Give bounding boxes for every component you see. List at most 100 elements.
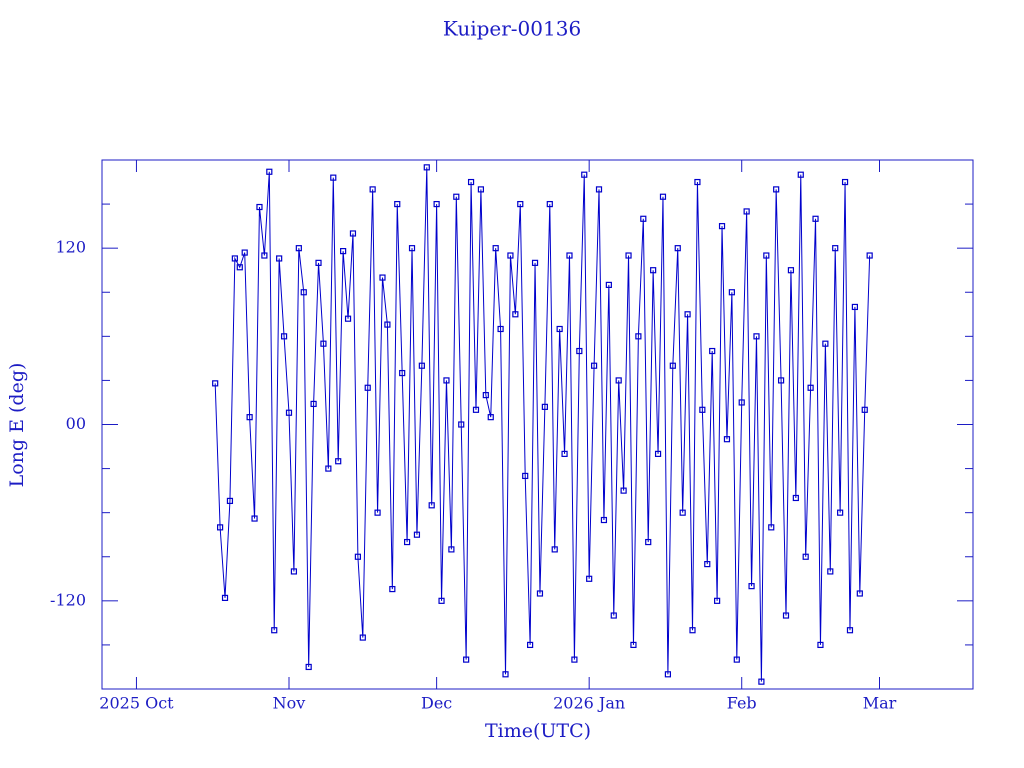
data-point <box>217 524 224 531</box>
data-point <box>448 546 455 553</box>
data-point <box>389 585 396 593</box>
plot-area <box>212 164 873 685</box>
data-point <box>394 200 401 208</box>
data-point <box>773 186 780 193</box>
data-point <box>802 553 809 560</box>
data-point <box>640 215 647 222</box>
data-point <box>522 472 529 480</box>
data-point <box>728 289 735 296</box>
x-tick-label: 2025 Oct <box>99 694 174 713</box>
data-point <box>566 252 573 259</box>
data-point <box>620 487 627 494</box>
data-point <box>458 421 465 428</box>
data-point <box>541 403 548 410</box>
data-point <box>822 340 829 347</box>
data-point <box>576 347 583 355</box>
data-point <box>517 200 524 208</box>
data-point <box>418 362 425 369</box>
data-point <box>586 575 593 582</box>
data-point <box>408 245 416 252</box>
data-point <box>241 249 248 256</box>
data-point <box>276 255 283 262</box>
data-point <box>694 178 701 186</box>
data-point <box>699 406 706 413</box>
data-point <box>861 406 868 413</box>
data-point <box>477 186 485 193</box>
data-point <box>556 325 563 333</box>
data-point <box>399 369 406 377</box>
data-point <box>605 281 612 289</box>
data-point <box>610 612 617 619</box>
data-point <box>527 641 534 649</box>
data-point <box>428 502 435 509</box>
data-point <box>546 200 553 208</box>
data-point <box>832 245 839 252</box>
y-axis-label: Long E (deg) <box>6 363 28 488</box>
data-point <box>645 538 652 546</box>
data-point <box>443 377 450 384</box>
x-tick-label: 2026 Jan <box>553 694 625 713</box>
data-point <box>768 524 775 531</box>
data-point <box>433 200 440 208</box>
data-point <box>748 583 755 590</box>
data-point <box>654 450 662 457</box>
data-point <box>256 203 263 211</box>
x-tick-label: Nov <box>273 694 306 713</box>
data-point <box>325 465 332 472</box>
data-point <box>777 377 785 384</box>
data-point <box>212 380 219 387</box>
data-point <box>354 553 361 560</box>
data-point <box>797 171 804 178</box>
data-point <box>379 274 386 281</box>
data-point <box>679 509 686 516</box>
data-point <box>226 497 234 505</box>
data-point <box>709 347 716 355</box>
data-point <box>261 252 268 259</box>
data-point <box>856 590 863 597</box>
data-point <box>364 384 371 391</box>
data-point <box>674 245 681 252</box>
data-point <box>236 264 243 271</box>
data-point <box>659 193 667 200</box>
data-point <box>271 627 278 634</box>
y-tick-label: 00 <box>66 414 86 433</box>
data-point <box>615 377 622 384</box>
data-point <box>866 252 873 259</box>
data-point <box>290 568 298 575</box>
data-point <box>507 252 514 259</box>
data-point <box>753 333 760 340</box>
data-point <box>841 178 849 186</box>
data-point <box>630 641 637 649</box>
data-point <box>625 252 632 259</box>
data-point <box>285 409 293 416</box>
data-point <box>467 178 475 186</box>
data-point <box>472 406 480 413</box>
data-point <box>817 641 824 649</box>
data-point <box>827 568 834 575</box>
data-point <box>758 678 765 685</box>
data-point <box>482 392 489 399</box>
data-point <box>369 186 376 193</box>
data-point <box>384 321 391 328</box>
data-point <box>453 193 460 200</box>
data-point <box>335 458 342 465</box>
data-point <box>718 223 726 230</box>
data-point <box>782 612 790 619</box>
data-point <box>738 399 745 406</box>
data-point <box>374 509 381 516</box>
data-point <box>492 245 499 252</box>
data-point <box>650 267 657 274</box>
data-point <box>423 164 430 171</box>
data-point <box>561 450 568 457</box>
data-point <box>733 656 740 663</box>
data-point <box>689 627 696 634</box>
x-tick-label: Feb <box>727 694 757 713</box>
data-point <box>551 546 558 553</box>
data-point <box>221 594 229 601</box>
data-point <box>305 663 312 671</box>
data-point <box>531 259 539 266</box>
data-point <box>330 174 337 181</box>
data-point <box>787 267 795 274</box>
data-point <box>664 671 672 678</box>
